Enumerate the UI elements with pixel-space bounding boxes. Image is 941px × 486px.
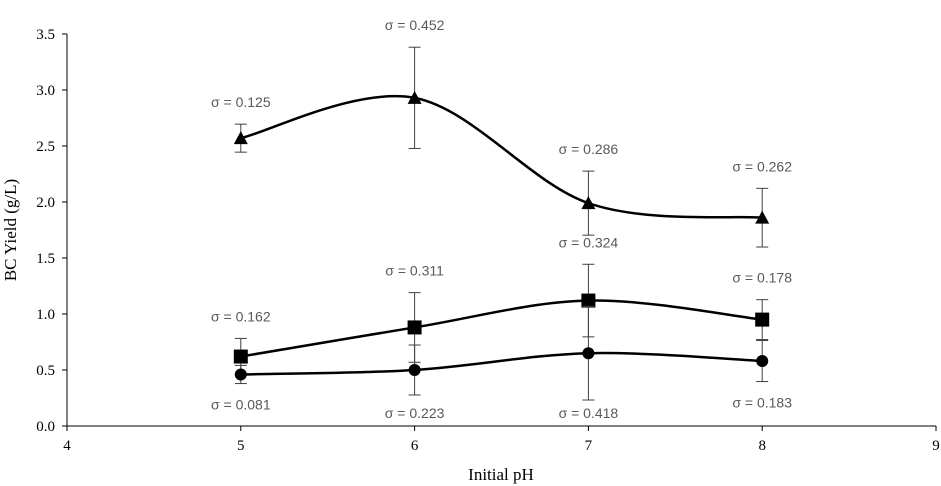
sigma-label: σ = 0.162 <box>211 308 271 324</box>
axes: 0.0 0.5 1.0 1.5 2.0 2.5 3.0 3.5 4 5 6 7 8 9 <box>36 27 940 454</box>
y-tick-label: 1.5 <box>36 251 55 267</box>
series-circle <box>234 305 769 401</box>
data-point-square <box>581 293 596 308</box>
sigma-label: σ = 0.418 <box>559 405 619 421</box>
y-tick-label: 3.0 <box>36 83 55 99</box>
x-tick-label: 8 <box>758 438 766 454</box>
x-tick-label: 9 <box>932 438 940 454</box>
sigma-label: σ = 0.452 <box>385 17 445 33</box>
series-line <box>240 95 763 219</box>
sigma-label: σ = 0.286 <box>559 141 619 157</box>
series-layer <box>233 46 770 401</box>
sigma-label: σ = 0.081 <box>211 397 271 413</box>
y-tick-label: 2.5 <box>36 139 55 155</box>
y-tick-label: 0.0 <box>36 419 55 435</box>
y-axis-title: BC Yield (g/L) <box>1 179 20 281</box>
sigma-label: σ = 0.262 <box>732 158 792 174</box>
data-point-square <box>233 349 248 364</box>
sigma-label: σ = 0.178 <box>732 270 792 286</box>
x-tick-label: 7 <box>585 438 593 454</box>
x-axis-title: Initial pH <box>468 465 534 484</box>
sigma-label: σ = 0.183 <box>732 395 792 411</box>
data-point-circle <box>234 368 247 381</box>
data-point-triangle <box>581 196 596 210</box>
series-line <box>240 299 763 358</box>
data-point-triangle <box>407 90 422 104</box>
sigma-label: σ = 0.324 <box>559 234 619 250</box>
data-point-circle <box>582 347 595 360</box>
sigma-label: σ = 0.125 <box>211 94 271 110</box>
data-point-circle <box>756 355 769 368</box>
sigma-label: σ = 0.311 <box>385 263 444 279</box>
y-tick-label: 0.5 <box>36 363 55 379</box>
y-tick-label: 2.0 <box>36 195 55 211</box>
sigma-label: σ = 0.223 <box>385 405 445 421</box>
data-point-square <box>407 320 422 335</box>
y-tick-label: 1.0 <box>36 307 55 323</box>
x-tick-label: 4 <box>63 438 71 454</box>
data-point-triangle <box>755 210 770 224</box>
sigma-labels: σ = 0.125 σ = 0.452 σ = 0.286 σ = 0.262 σ = … <box>211 17 792 421</box>
series-line <box>240 351 763 376</box>
data-point-circle <box>408 364 421 376</box>
x-tick-label: 5 <box>237 438 245 454</box>
y-tick-label: 3.5 <box>36 27 55 43</box>
series-triangle <box>233 46 770 248</box>
data-point-square <box>755 312 770 327</box>
data-point-triangle <box>233 131 248 145</box>
series-square <box>233 263 770 376</box>
x-tick-label: 6 <box>411 438 419 454</box>
